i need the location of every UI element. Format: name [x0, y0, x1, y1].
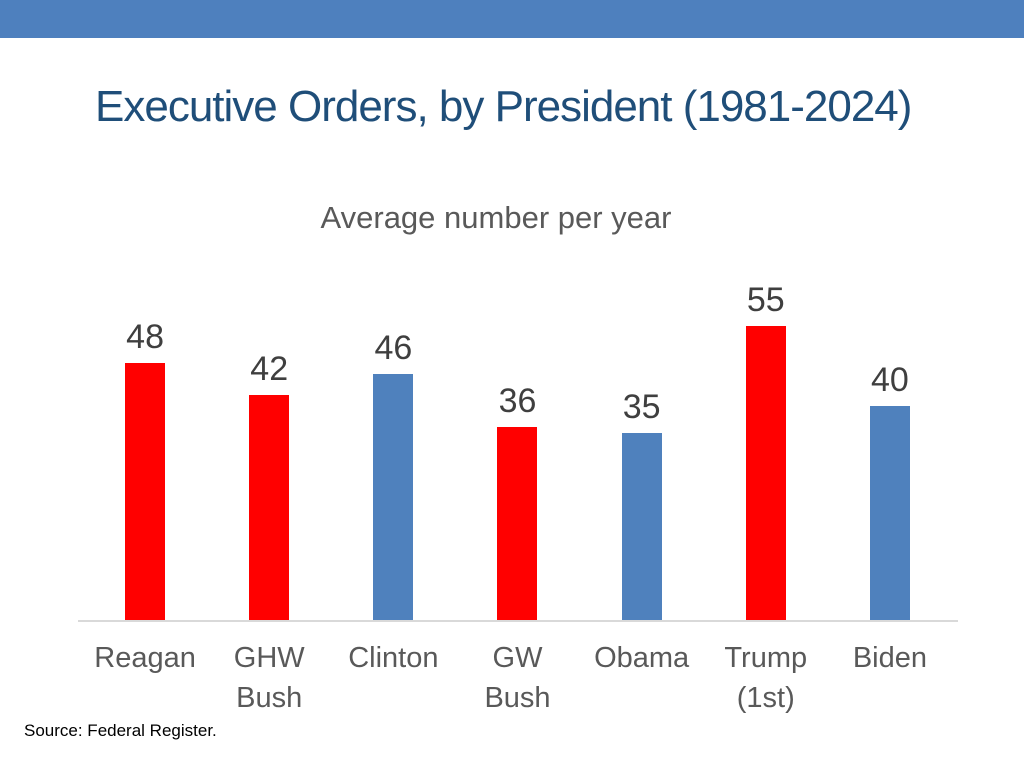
bar-chart: 48 42 46 36 35 55 40 — [83, 250, 952, 620]
bar-clinton — [373, 374, 414, 620]
bar-value-label-trump-1st: 55 — [746, 280, 785, 319]
bar-ghw-bush — [249, 395, 290, 620]
bar-trump-1st — [745, 326, 786, 620]
bar-value-label-ghw-bush: 42 — [250, 349, 289, 388]
category-axis: Reagan GHW Bush Clinton GW Bush Obama Trump (… — [83, 638, 952, 718]
category-label-gw-bush: GW Bush — [484, 642, 551, 715]
bar-biden — [869, 406, 910, 620]
source-note: Source: Federal Register. — [24, 721, 217, 740]
category-label-clinton: Clinton — [348, 642, 439, 674]
chart-column-gw-bush: 36 — [455, 250, 579, 620]
bar-value-label-clinton: 46 — [374, 328, 413, 367]
bar-reagan — [125, 363, 166, 620]
category-label-biden: Biden — [852, 642, 927, 674]
chart-subtitle: Average number per year — [320, 200, 672, 235]
category-label-trump-1st: Trump (1st) — [724, 642, 808, 715]
slide-title: Executive Orders, by President (1981-202… — [95, 82, 912, 131]
chart-column-trump-1st: 55 — [704, 250, 828, 620]
chart-column-obama: 35 — [580, 250, 704, 620]
x-axis-line — [78, 620, 958, 622]
chart-column-biden: 40 — [828, 250, 952, 620]
bar-gw-bush — [497, 427, 538, 620]
top-accent-bar — [0, 0, 1024, 38]
bar-value-label-reagan: 48 — [126, 317, 164, 356]
bar-value-label-biden: 40 — [871, 360, 909, 399]
chart-column-clinton: 46 — [331, 250, 455, 620]
bar-value-label-obama: 35 — [622, 387, 661, 426]
bar-value-label-gw-bush: 36 — [498, 381, 537, 420]
chart-column-reagan: 48 — [83, 250, 207, 620]
category-label-obama: Obama — [594, 642, 690, 674]
category-label-ghw-bush: GHW Bush — [233, 642, 305, 715]
chart-column-ghw-bush: 42 — [207, 250, 331, 620]
category-label-reagan: Reagan — [94, 642, 196, 674]
bar-obama — [621, 433, 662, 620]
